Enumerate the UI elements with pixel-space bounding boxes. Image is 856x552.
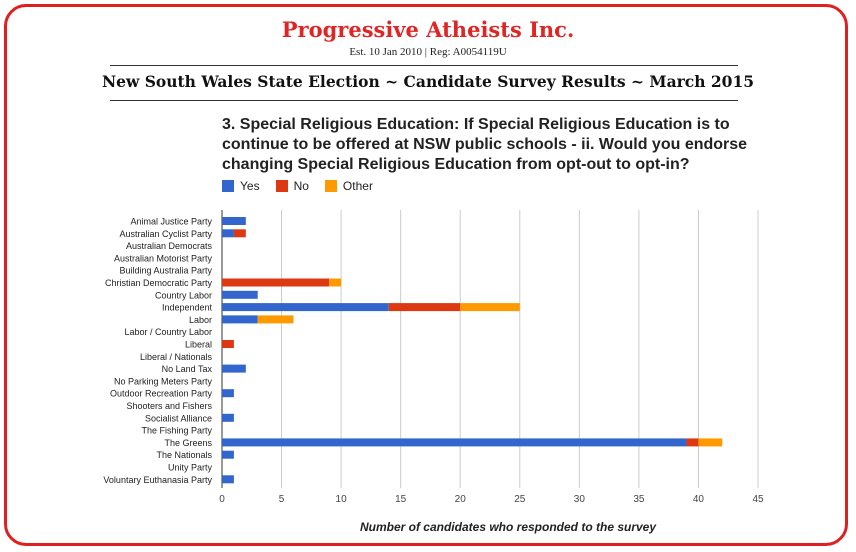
org-subtitle: Est. 10 Jan 2010 | Reg: A0054119U bbox=[349, 46, 507, 58]
legend-label-no: No bbox=[293, 179, 309, 193]
bar-yes bbox=[222, 450, 234, 459]
bar-other bbox=[257, 315, 294, 324]
page-heading: New South Wales State Election ~ Candida… bbox=[101, 72, 755, 91]
divider-bottom bbox=[110, 100, 738, 101]
category-label: The Fishing Party bbox=[141, 426, 212, 436]
x-tick-label: 30 bbox=[574, 494, 586, 505]
page-frame bbox=[4, 4, 848, 546]
bar-other bbox=[460, 303, 520, 312]
category-label: The Greens bbox=[164, 438, 212, 448]
bar-yes bbox=[222, 217, 246, 225]
legend-swatch-other bbox=[324, 180, 337, 192]
category-label: Building Australia Party bbox=[119, 266, 212, 276]
bar-yes bbox=[222, 438, 687, 447]
bar-yes bbox=[222, 290, 258, 299]
x-tick-label: 40 bbox=[693, 494, 705, 505]
bar-yes bbox=[222, 315, 258, 324]
category-label: Labor / Country Labor bbox=[124, 327, 212, 337]
category-label: Australian Motorist Party bbox=[114, 253, 213, 263]
category-label: Voluntary Euthanasia Party bbox=[103, 475, 212, 485]
bar-yes bbox=[222, 364, 246, 373]
x-axis-label: Number of candidates who responded to th… bbox=[360, 520, 657, 534]
chart-title: 3. Special Religious Education: If Speci… bbox=[222, 116, 748, 173]
x-tick-label: 0 bbox=[219, 494, 225, 505]
bar-yes bbox=[222, 475, 234, 484]
category-label: Outdoor Recreation Party bbox=[110, 389, 213, 399]
x-tick-label: 35 bbox=[633, 494, 645, 505]
legend-swatch-yes bbox=[222, 180, 234, 192]
category-label: Shooters and Fishers bbox=[126, 401, 212, 411]
bar-no bbox=[388, 303, 461, 312]
x-tick-label: 10 bbox=[336, 494, 348, 505]
category-label: Socialist Alliance bbox=[145, 413, 212, 423]
org-title: Progressive Atheists Inc. bbox=[281, 17, 575, 42]
category-label: Unity Party bbox=[168, 463, 213, 473]
category-label: Australian Cyclist Party bbox=[119, 229, 212, 239]
category-label: Animal Justice Party bbox=[130, 217, 212, 227]
bar-yes bbox=[222, 389, 234, 398]
category-label: Liberal bbox=[185, 340, 212, 350]
bar-other bbox=[698, 438, 723, 447]
category-label: Independent bbox=[162, 303, 213, 313]
category-label: No Land Tax bbox=[162, 364, 213, 374]
legend-item-no[interactable]: No bbox=[275, 179, 309, 193]
x-tick-label: 25 bbox=[514, 494, 526, 505]
category-label: Christian Democratic Party bbox=[105, 278, 213, 288]
chart-legend: Yes No Other bbox=[222, 178, 389, 194]
category-label: The Nationals bbox=[156, 450, 212, 460]
x-tick-label: 45 bbox=[752, 494, 764, 505]
legend-swatch-no bbox=[275, 180, 288, 192]
bar-yes bbox=[222, 303, 389, 312]
bar-no bbox=[222, 340, 234, 348]
bar-yes bbox=[222, 229, 234, 238]
category-label: Australian Democrats bbox=[126, 241, 213, 251]
bar-other bbox=[329, 278, 342, 287]
legend-item-other[interactable]: Other bbox=[324, 179, 373, 193]
legend-label-other: Other bbox=[342, 179, 373, 193]
divider-top bbox=[110, 65, 738, 66]
bar-no bbox=[222, 278, 330, 287]
bar-yes bbox=[222, 413, 234, 422]
category-label: No Parking Meters Party bbox=[114, 376, 213, 386]
legend-item-yes[interactable]: Yes bbox=[222, 179, 260, 193]
x-tick-label: 15 bbox=[395, 494, 407, 505]
legend-label-yes: Yes bbox=[240, 179, 260, 193]
bar-no bbox=[233, 229, 246, 238]
x-tick-label: 5 bbox=[279, 494, 285, 505]
category-label: Liberal / Nationals bbox=[140, 352, 213, 362]
x-tick-label: 20 bbox=[455, 494, 467, 505]
bar-no bbox=[686, 438, 699, 447]
category-label: Country Labor bbox=[155, 290, 212, 300]
category-label: Labor bbox=[189, 315, 212, 325]
